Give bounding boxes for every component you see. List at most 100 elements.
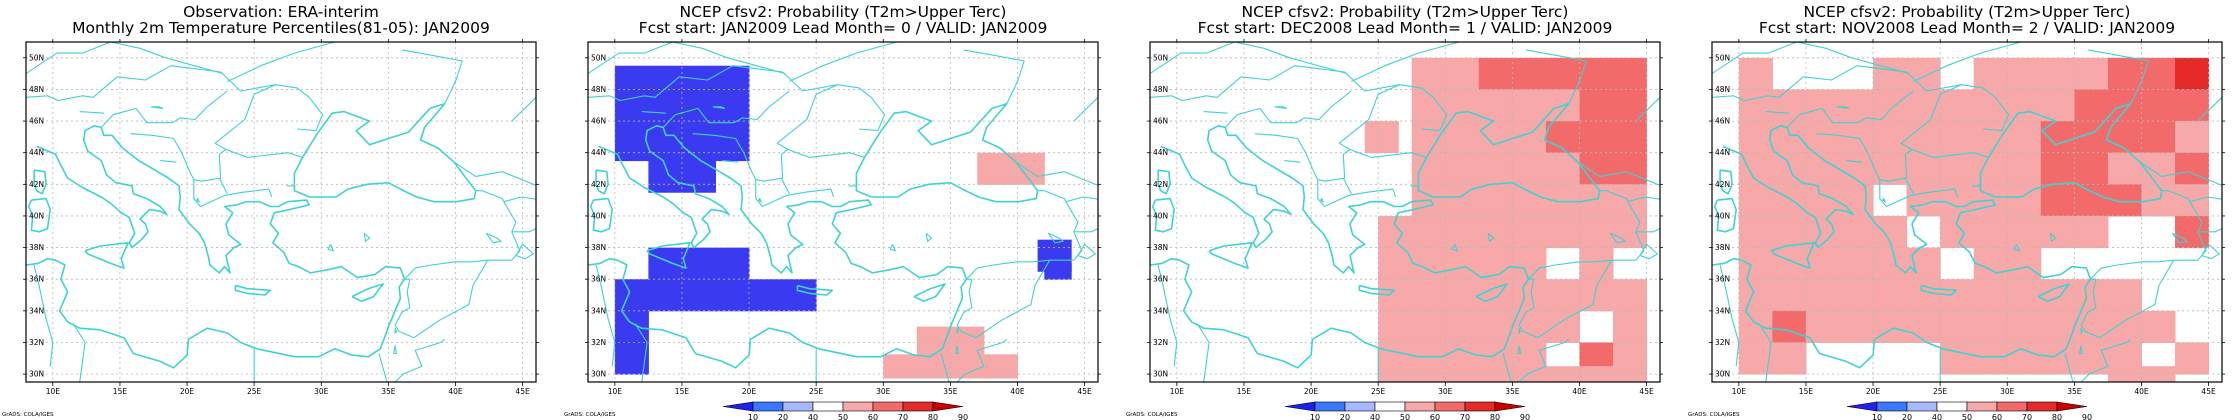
lat-tick-label: 38N bbox=[591, 243, 606, 252]
probability-cell bbox=[1772, 310, 1807, 343]
probability-cell bbox=[715, 247, 750, 280]
country-border bbox=[72, 323, 86, 382]
coastline bbox=[552, 127, 590, 255]
country-border bbox=[378, 353, 388, 382]
lon-tick-label: 25E bbox=[1933, 387, 1948, 396]
lat-tick-label: 40N bbox=[591, 211, 606, 220]
country-border bbox=[227, 42, 335, 82]
country-border bbox=[1758, 323, 1772, 382]
probability-cell bbox=[681, 65, 716, 98]
coastline bbox=[1722, 125, 1854, 249]
lat-tick-label: 44N bbox=[591, 148, 606, 157]
country-border bbox=[1712, 42, 1910, 75]
probability-cell bbox=[648, 247, 683, 280]
country-border bbox=[1635, 227, 1660, 233]
country-border bbox=[1015, 161, 1098, 186]
country-border bbox=[1421, 128, 1440, 132]
lat-tick-label: 44N bbox=[29, 148, 44, 157]
colorbar-segment bbox=[1344, 401, 1376, 412]
colorbar-arrow-right bbox=[1494, 401, 1526, 412]
probability-cell bbox=[715, 65, 750, 98]
country-border bbox=[956, 259, 1051, 339]
country-border bbox=[1254, 133, 1427, 182]
colorbar-label: 70 bbox=[2022, 413, 2032, 420]
lat-tick-label: 34N bbox=[29, 306, 44, 315]
probability-cell bbox=[2107, 366, 2176, 382]
lat-tick-label: 40N bbox=[1153, 211, 1168, 220]
lake-outline bbox=[1274, 106, 1288, 109]
colorbar-label: 50 bbox=[1400, 413, 1410, 420]
country-border bbox=[1525, 49, 1587, 104]
probability-cell bbox=[1044, 263, 1072, 280]
map-frame bbox=[1149, 41, 1661, 383]
colorbar-label: 20 bbox=[1902, 413, 1912, 420]
colorbar-label: 60 bbox=[1992, 413, 2002, 420]
probability-cell bbox=[916, 354, 951, 379]
probability-cell bbox=[1906, 184, 2042, 217]
country-border bbox=[214, 84, 276, 150]
probability-cell bbox=[1579, 152, 1614, 185]
probability-cell bbox=[648, 65, 683, 98]
colorbar-arrow-left bbox=[722, 401, 754, 412]
country-border bbox=[1502, 353, 1512, 382]
colorbar-label: 40 bbox=[1370, 413, 1380, 420]
lake-outline bbox=[925, 232, 933, 243]
colorbar-label: 40 bbox=[808, 413, 818, 420]
lon-tick-label: 45E bbox=[1077, 387, 1092, 396]
probability-cell bbox=[1738, 279, 2142, 312]
lon-tick-label: 15E bbox=[1799, 387, 1814, 396]
colorbar-label: 80 bbox=[1490, 413, 1500, 420]
probability-cell bbox=[614, 310, 649, 343]
lon-tick-label: 25E bbox=[809, 387, 824, 396]
lon-tick-label: 20E bbox=[742, 387, 757, 396]
probability-cell bbox=[1411, 121, 1547, 154]
country-border bbox=[2064, 353, 2074, 382]
country-border bbox=[193, 179, 273, 208]
country-border bbox=[1203, 111, 1228, 114]
coastline bbox=[36, 125, 168, 249]
lat-tick-label: 32N bbox=[1153, 338, 1168, 347]
lon-tick-label: 40E bbox=[1010, 387, 1025, 396]
lake-outline bbox=[1518, 327, 1522, 335]
country-border bbox=[26, 42, 224, 75]
colorbar-label: 70 bbox=[898, 413, 908, 420]
probability-cell bbox=[1478, 215, 1648, 249]
country-border bbox=[394, 278, 411, 326]
lat-tick-label: 46N bbox=[591, 117, 606, 126]
country-border bbox=[2139, 161, 2222, 186]
country-border bbox=[1196, 323, 1210, 382]
country-border bbox=[634, 323, 648, 382]
lat-tick-label: 50N bbox=[1153, 53, 1168, 62]
coastline bbox=[588, 127, 968, 369]
lon-tick-label: 10E bbox=[608, 387, 623, 396]
lon-tick-label: 35E bbox=[943, 387, 958, 396]
lat-tick-label: 42N bbox=[591, 180, 606, 189]
country-border bbox=[588, 65, 886, 131]
country-border bbox=[130, 133, 303, 182]
colorbar-arrow-right bbox=[2056, 401, 2088, 412]
country-border bbox=[2197, 95, 2222, 122]
country-border bbox=[1338, 84, 1400, 150]
lake-outline bbox=[889, 244, 897, 252]
map-panel-4: NCEP cfsv2: Probability (T2m>Upper Terc)… bbox=[1688, 3, 2225, 420]
probability-cell bbox=[1738, 247, 1941, 280]
colorbar-arrow-left bbox=[1846, 401, 1878, 412]
probability-cell bbox=[950, 354, 985, 379]
grads-credit: GrADS: COLA/IGES bbox=[1126, 412, 1178, 418]
colorbar-segment bbox=[1936, 401, 1968, 412]
lat-tick-label: 32N bbox=[1715, 338, 1730, 347]
lake-outline bbox=[1451, 244, 1459, 252]
country-border bbox=[2087, 49, 2149, 104]
colorbar-segment bbox=[2026, 401, 2058, 412]
panel-title-line2: Fcst start: DEC2008 Lead Month= 1 / VALI… bbox=[1198, 19, 1613, 37]
lat-tick-label: 30N bbox=[1153, 370, 1168, 379]
country-border bbox=[1351, 42, 1459, 82]
probability-cell bbox=[1364, 121, 1399, 154]
lon-tick-label: 40E bbox=[1572, 387, 1587, 396]
probability-cell bbox=[614, 65, 649, 98]
probability-cell bbox=[1613, 310, 1648, 343]
probability-cell bbox=[1613, 152, 1648, 185]
lat-tick-label: 36N bbox=[591, 275, 606, 284]
lake-outline bbox=[955, 345, 960, 355]
lat-tick-label: 30N bbox=[29, 370, 44, 379]
